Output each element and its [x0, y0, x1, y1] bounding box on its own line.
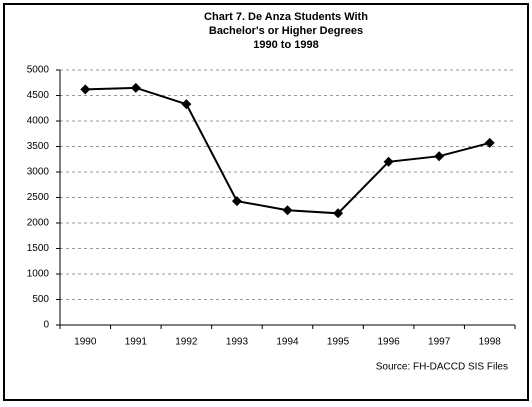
- x-tick-label: 1995: [327, 337, 350, 348]
- y-tick-label: 500: [32, 294, 49, 305]
- marker: [383, 156, 394, 167]
- y-tick-label: 1000: [27, 269, 50, 280]
- x-tick-label: 1994: [276, 337, 299, 348]
- marker: [231, 196, 242, 207]
- y-tick-label: 4500: [27, 90, 50, 101]
- chart-title: Chart 7. De Anza Students With: [204, 11, 368, 23]
- x-tick-label: 1992: [175, 337, 198, 348]
- marker: [130, 82, 141, 93]
- y-tick-label: 3000: [27, 167, 50, 178]
- chart-title: Bachelor's or Higher Degrees: [209, 25, 363, 37]
- y-tick-label: 1500: [27, 243, 50, 254]
- marker: [282, 205, 293, 216]
- y-tick-label: 2000: [27, 218, 50, 229]
- x-tick-label: 1996: [377, 337, 400, 348]
- chart-title: 1990 to 1998: [253, 39, 318, 51]
- x-tick-label: 1993: [226, 337, 249, 348]
- marker: [333, 208, 344, 219]
- marker: [484, 137, 495, 148]
- x-tick-label: 1990: [74, 337, 97, 348]
- marker: [181, 99, 192, 110]
- y-tick-label: 0: [43, 320, 49, 331]
- x-tick-label: 1997: [428, 337, 451, 348]
- y-tick-label: 2500: [27, 192, 50, 203]
- y-tick-label: 5000: [27, 65, 50, 76]
- marker: [80, 84, 91, 95]
- x-tick-label: 1991: [125, 337, 148, 348]
- marker: [434, 151, 445, 162]
- x-tick-label: 1998: [479, 337, 502, 348]
- y-tick-label: 4000: [27, 116, 50, 127]
- source-note: Source: FH-DACCD SIS Files: [376, 362, 508, 373]
- y-tick-label: 3500: [27, 141, 50, 152]
